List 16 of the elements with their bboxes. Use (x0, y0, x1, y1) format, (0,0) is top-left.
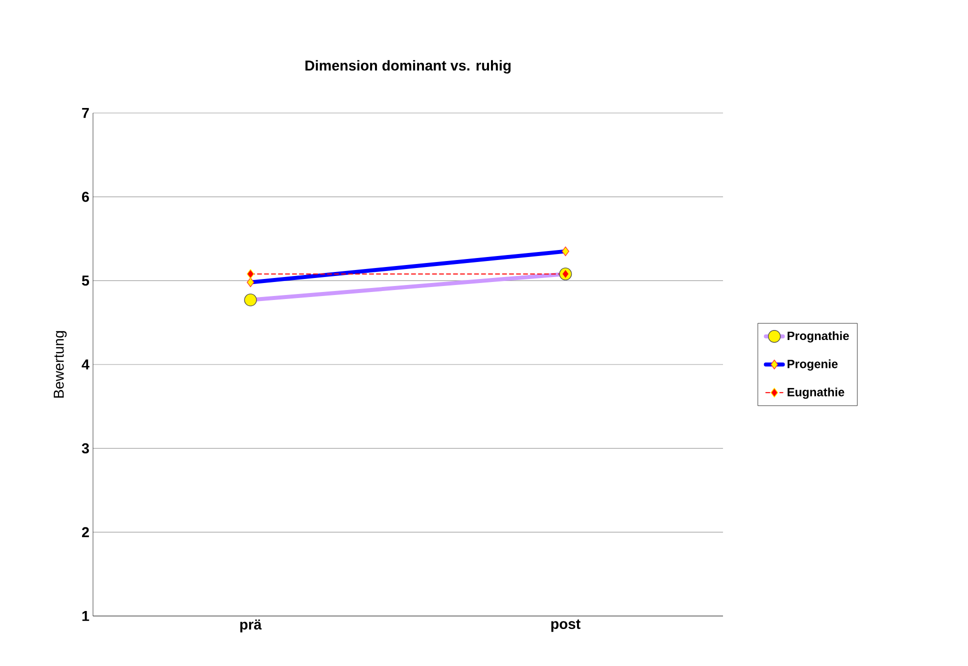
y-tick-label: 4 (82, 360, 90, 370)
y-tick-label: 2 (82, 527, 89, 538)
y-tick-label: 5 (82, 276, 90, 286)
x-tick-label: post (551, 620, 580, 632)
y-axis-title: Bewertung (54, 331, 67, 398)
chart-title: Dimension dominant vs. ruhig (305, 60, 511, 74)
point (246, 269, 254, 279)
y-tick-label: 7 (82, 108, 89, 118)
x-tick-label: prä (240, 620, 262, 632)
y-tick-label: 1 (82, 611, 90, 621)
y-tick-label: 6 (82, 192, 89, 202)
y-tick-label: 3 (82, 443, 89, 454)
legend-label: Prognathie (788, 331, 849, 342)
point (562, 269, 570, 279)
legend-label: Eugnathie (788, 388, 844, 399)
legend-label: Progenie (788, 359, 838, 371)
